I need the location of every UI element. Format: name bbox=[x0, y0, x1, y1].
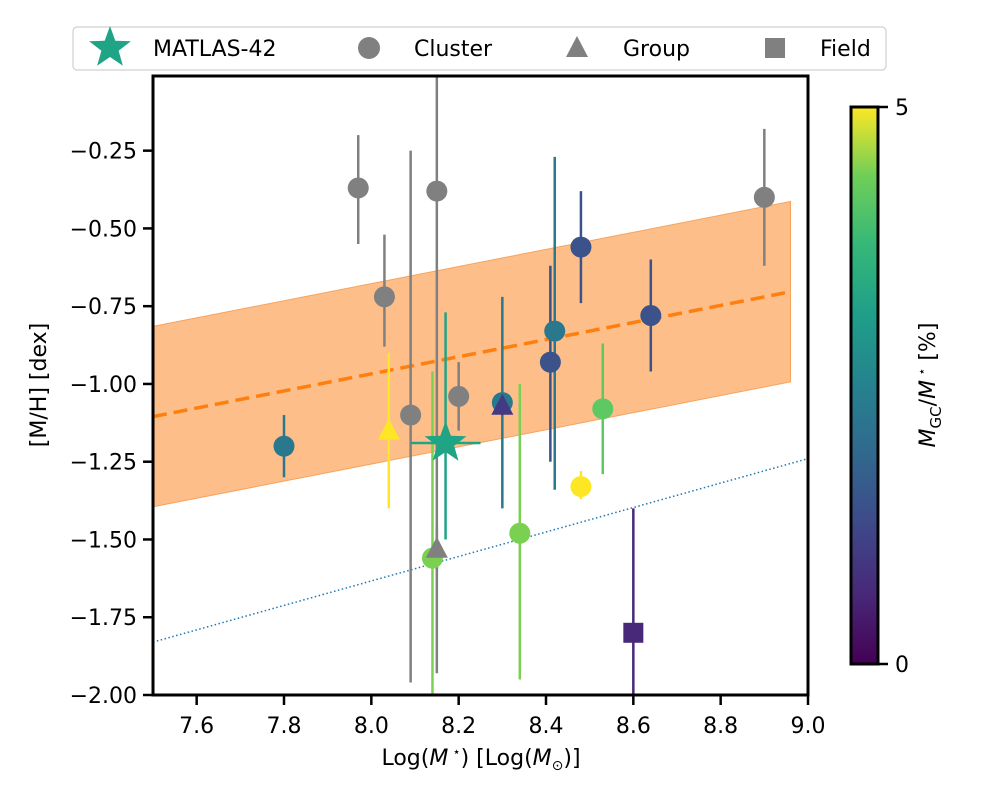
relation-line bbox=[152, 289, 791, 419]
x-tick-label: 9.0 bbox=[791, 714, 826, 739]
colorbar-tick-label-max: 5 bbox=[895, 96, 909, 121]
data-point-cluster bbox=[273, 435, 295, 457]
x-axis-label-part: ) [Log( bbox=[461, 746, 533, 771]
y-tick-label: −1.50 bbox=[70, 528, 137, 553]
colorbar-gradient bbox=[849, 105, 880, 666]
legend-marker-star bbox=[89, 26, 131, 66]
y-axis-ticks: −2.00 −1.75 −1.50 −1.25 −1.00 −0.75 −0.50 −0.25 bbox=[70, 140, 153, 709]
x-axis-label: Log(M ⋆) [Log(M⊙)] bbox=[381, 745, 580, 774]
legend-label-matlas42: MATLAS-42 bbox=[153, 37, 276, 62]
y-tick-label: −0.25 bbox=[70, 140, 137, 165]
x-axis-label-part: ⋆ bbox=[448, 745, 460, 760]
y-tick-label: −0.50 bbox=[70, 217, 137, 242]
colorbar-label-part: M bbox=[916, 380, 941, 399]
x-tick-label: 7.8 bbox=[267, 714, 302, 739]
data-point-cluster bbox=[509, 522, 531, 544]
data-point-matlas42 bbox=[424, 421, 467, 461]
x-tick-label: 8.2 bbox=[441, 714, 476, 739]
legend-marker-circle bbox=[358, 37, 380, 59]
data-point-cluster bbox=[592, 398, 614, 420]
data-point-cluster bbox=[373, 286, 395, 308]
colorbar-label: MGC/M ⋆ [%] bbox=[915, 323, 945, 448]
x-tick-label: 8.6 bbox=[616, 714, 651, 739]
legend: MATLAS-42 Cluster Group Field bbox=[72, 26, 887, 71]
lower-limit-line bbox=[152, 457, 809, 643]
legend-marker-triangle bbox=[566, 36, 588, 57]
data-point-cluster bbox=[426, 180, 448, 202]
data-point-cluster bbox=[753, 186, 775, 208]
data-point-cluster bbox=[544, 320, 566, 342]
data-point-group bbox=[425, 536, 448, 558]
data-point-cluster bbox=[539, 351, 561, 373]
y-tick-label: −1.25 bbox=[70, 451, 137, 476]
data-point-group bbox=[377, 418, 400, 440]
colorbar-label-part: ⋆ bbox=[915, 368, 930, 380]
legend-frame bbox=[72, 26, 887, 71]
data-point-cluster bbox=[570, 236, 592, 258]
plot-frame bbox=[151, 74, 810, 697]
x-axis-label-part: M bbox=[429, 746, 448, 771]
colorbar: 5 0 MGC/M ⋆ [%] bbox=[849, 96, 945, 678]
data-point-cluster bbox=[400, 404, 422, 426]
x-tick-label: 8.0 bbox=[354, 714, 389, 739]
colorbar-label-part: M bbox=[916, 428, 941, 447]
colorbar-tick-label-min: 0 bbox=[895, 653, 909, 678]
x-axis-label-part: )] bbox=[563, 746, 580, 771]
data-point-group bbox=[491, 393, 514, 415]
legend-label-group: Group bbox=[623, 37, 690, 62]
y-tick-label: −1.00 bbox=[70, 373, 137, 398]
relation-lines bbox=[152, 289, 809, 643]
data-point-cluster bbox=[347, 177, 369, 199]
x-axis-ticks: 7.6 7.8 8.0 8.2 8.4 8.6 8.8 9.0 bbox=[179, 695, 826, 739]
x-tick-label: 8.8 bbox=[703, 714, 738, 739]
data-point-field bbox=[623, 622, 644, 643]
data-point-cluster bbox=[640, 305, 662, 327]
colorbar-label-part: GC bbox=[927, 406, 945, 428]
x-tick-label: 7.6 bbox=[179, 714, 214, 739]
y-tick-label: −0.75 bbox=[70, 295, 137, 320]
x-axis-label-part: Log( bbox=[381, 746, 429, 771]
data-points bbox=[273, 177, 775, 643]
x-tick-label: 8.4 bbox=[529, 714, 564, 739]
colorbar-label-part: [%] bbox=[916, 323, 941, 368]
legend-label-field: Field bbox=[820, 37, 871, 62]
y-tick-label: −1.75 bbox=[70, 606, 137, 631]
legend-label-cluster: Cluster bbox=[414, 37, 493, 62]
x-axis-label-part: M bbox=[533, 746, 552, 771]
data-point-cluster bbox=[448, 385, 470, 407]
y-axis-label: [M/H] [dex] bbox=[27, 323, 52, 447]
data-point-cluster bbox=[570, 476, 592, 498]
colorbar-label-part: / bbox=[916, 398, 941, 406]
legend-marker-square bbox=[765, 38, 785, 58]
x-axis-label-part: ⊙ bbox=[552, 758, 564, 774]
y-tick-label: −2.00 bbox=[70, 684, 137, 709]
